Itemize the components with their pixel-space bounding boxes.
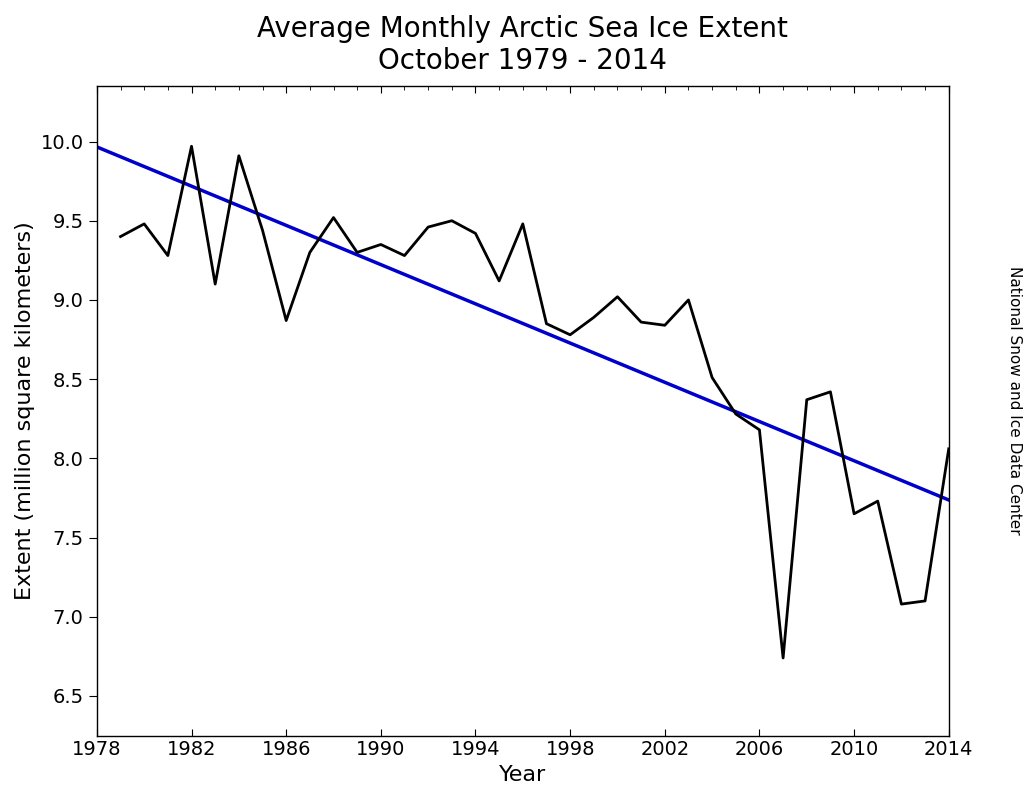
Y-axis label: Extent (million square kilometers): Extent (million square kilometers) [14,222,35,600]
Text: National Snow and Ice Data Center: National Snow and Ice Data Center [1007,266,1022,534]
Title: Average Monthly Arctic Sea Ice Extent
October 1979 - 2014: Average Monthly Arctic Sea Ice Extent Oc… [258,15,789,75]
X-axis label: Year: Year [499,765,546,785]
